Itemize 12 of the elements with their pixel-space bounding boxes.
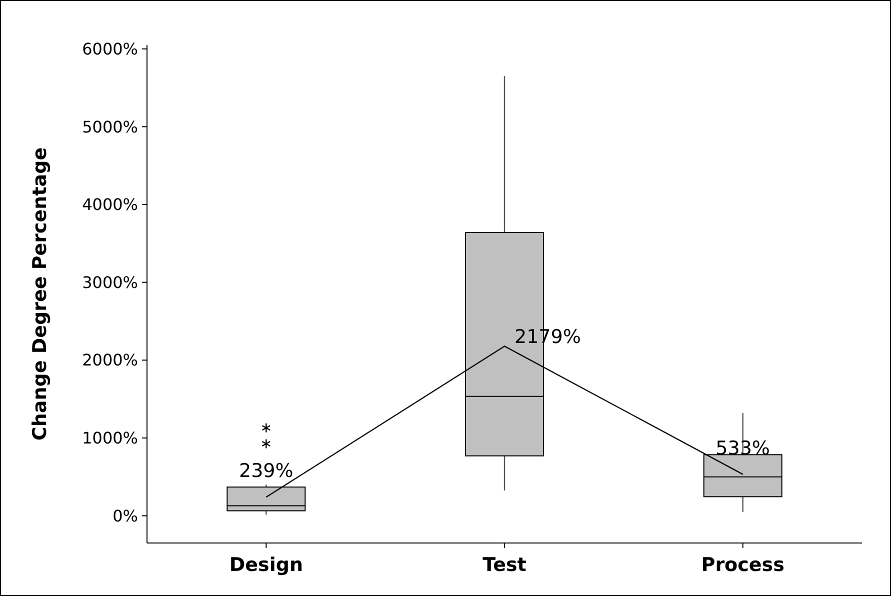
y-axis-title: Change Degree Percentage [29,147,51,441]
y-tick-label: 2000% [82,350,138,370]
y-tick-label: 5000% [82,117,138,136]
y-tick-label: 1000% [82,428,138,448]
y-tick-label: 0% [112,506,138,526]
y-tick-label: 6000% [82,39,138,58]
y-tick-label: 4000% [82,195,138,214]
x-tick-label: Design [229,554,303,576]
x-tick-label: Test [482,554,526,576]
y-tick-label: 3000% [82,272,138,292]
data-label: 239% [239,460,294,482]
x-tick-label: Process [701,554,784,576]
